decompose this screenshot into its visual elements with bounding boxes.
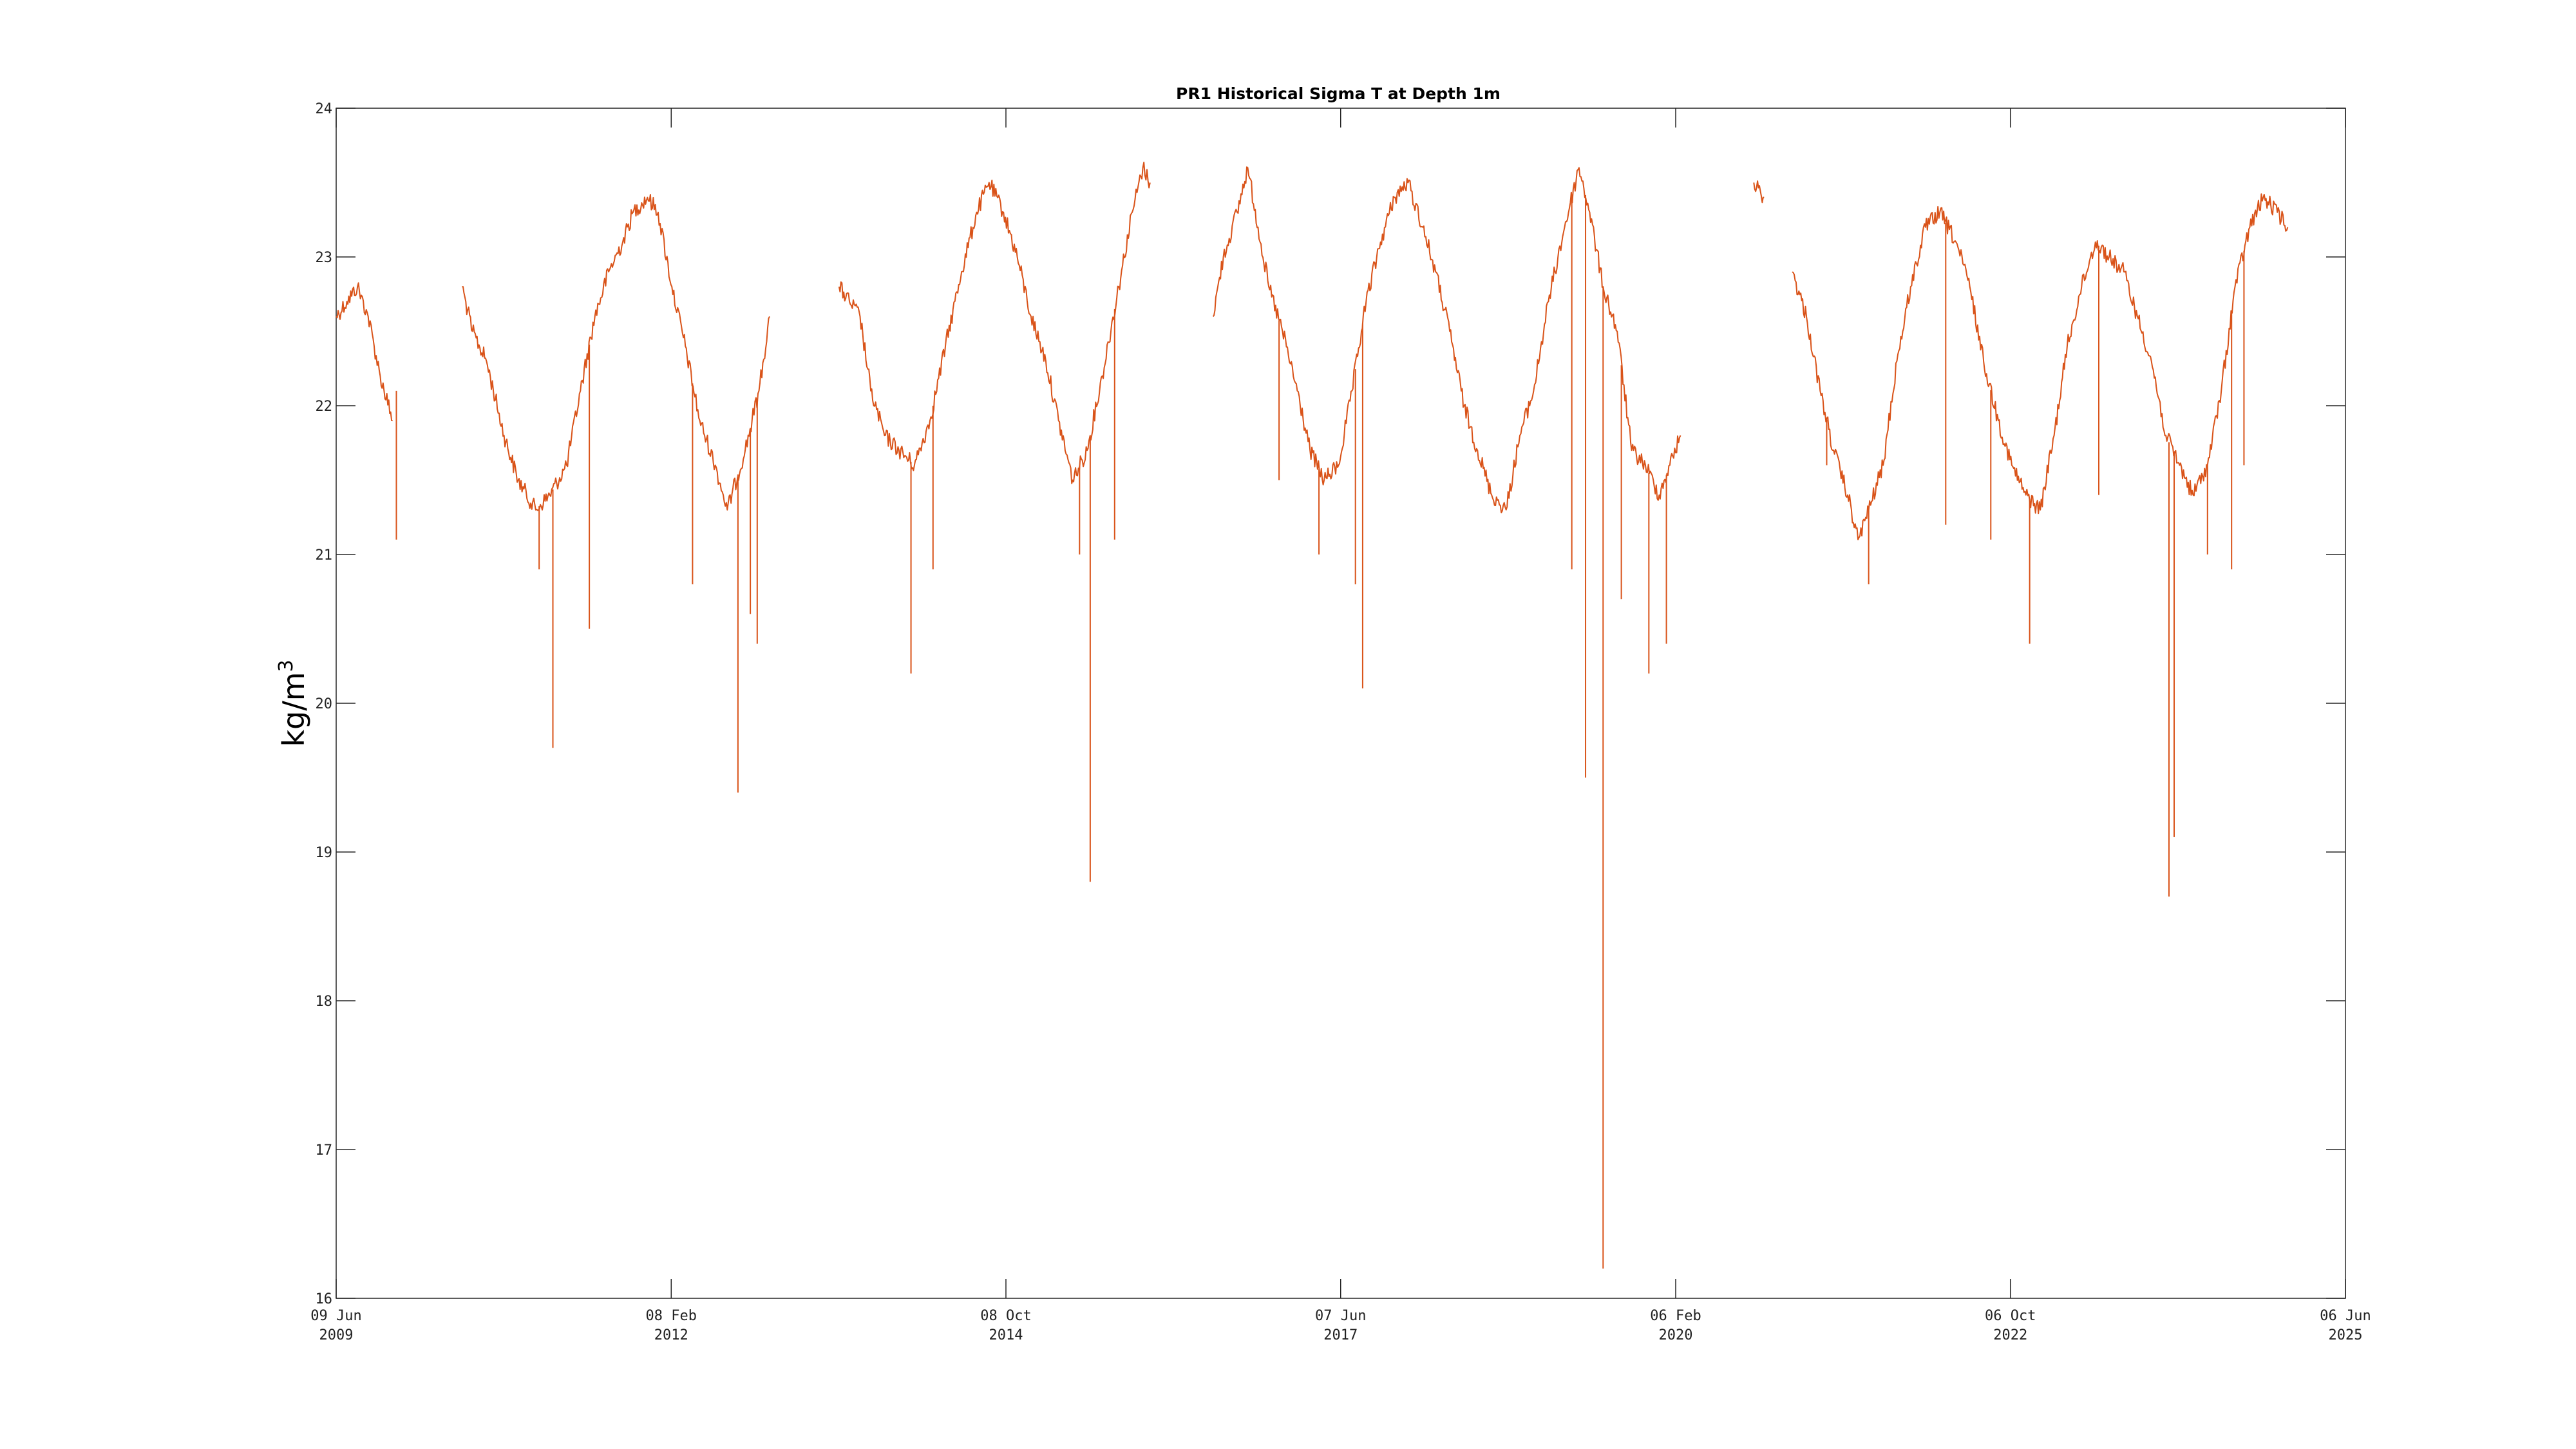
- y-tick-label-6: 22: [316, 399, 333, 415]
- x-tick-year-6: 2025: [2329, 1327, 2363, 1343]
- y-axis-label-unit: kg/m: [276, 672, 311, 746]
- y-tick-label-7: 23: [316, 250, 333, 266]
- series-0-segment-2: [838, 162, 1151, 484]
- x-tick-label-2: 08 Oct: [980, 1308, 1031, 1324]
- x-tick-label-0: 09 Jun: [310, 1308, 361, 1324]
- x-tick-label-4: 06 Feb: [1650, 1308, 1701, 1324]
- x-tick-year-1: 2012: [654, 1327, 688, 1343]
- series-0: [336, 162, 2289, 1269]
- plot-area-frame: [336, 108, 2346, 1299]
- series-0-segment-1: [462, 194, 770, 511]
- y-tick-label-4: 20: [316, 696, 333, 712]
- y-axis-label: kg/m3: [275, 659, 311, 746]
- y-axis: 16 17 18 19 20 21 22 23 24: [316, 101, 2345, 1307]
- series-0-segment-3: [1212, 166, 1681, 514]
- y-tick-label-8: 24: [316, 101, 333, 117]
- x-tick-label-3: 07 Jun: [1315, 1308, 1366, 1324]
- x-tick-label-6: 06 Jun: [2320, 1308, 2371, 1324]
- y-tick-label-0: 16: [316, 1291, 333, 1307]
- x-tick-year-4: 2020: [1659, 1327, 1693, 1343]
- x-tick-year-5: 2022: [1993, 1327, 2027, 1343]
- x-tick-year-0: 2009: [319, 1327, 354, 1343]
- series-0-segment-0: [336, 282, 393, 422]
- x-tick-label-5: 06 Oct: [1985, 1308, 2036, 1324]
- series-group: [336, 162, 2289, 1269]
- y-tick-label-1: 17: [316, 1142, 333, 1159]
- y-tick-label-3: 19: [316, 845, 333, 861]
- x-tick-year-3: 2017: [1323, 1327, 1358, 1343]
- y-tick-label-2: 18: [316, 994, 333, 1010]
- series-0-segment-4: [1753, 180, 1765, 204]
- series-0-segment-5: [1792, 193, 2289, 540]
- x-tick-year-2: 2014: [989, 1327, 1023, 1343]
- y-tick-label-5: 21: [316, 547, 333, 564]
- chart-title: PR1 Historical Sigma T at Depth 1m: [1176, 84, 1501, 103]
- x-tick-label-1: 08 Feb: [646, 1308, 697, 1324]
- y-axis-label-exponent: 3: [275, 659, 298, 672]
